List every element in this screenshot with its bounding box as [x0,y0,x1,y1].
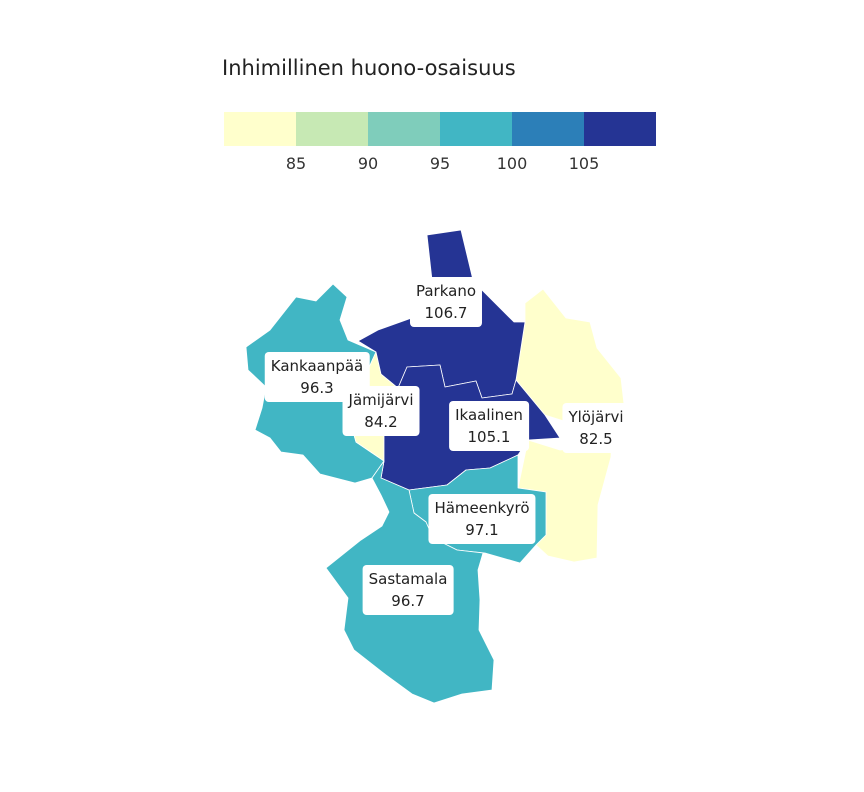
region-value: 84.2 [364,413,398,431]
region-name: Ikaalinen [455,406,523,424]
legend-swatch [512,112,584,146]
region-name: Sastamala [368,570,448,588]
region-parkano-north[interactable] [426,229,474,281]
region-value: 82.5 [579,430,613,448]
region-name: Ylöjärvi [568,408,624,426]
legend-swatch [368,112,440,146]
region-value: 96.7 [391,592,425,610]
legend-tick-label: 90 [357,154,379,173]
region-label: Jämijärvi 84.2 [342,386,420,436]
region-value: 106.7 [424,304,468,322]
legend-tick-label: 95 [429,154,451,173]
region-name: Hämeenkyrö [434,499,530,517]
region-label: Ikaalinen 105.1 [449,401,529,451]
legend-tick-label: 105 [568,154,600,173]
region-value: 105.1 [467,428,511,446]
region-value: 96.3 [300,379,334,397]
legend-swatch [440,112,512,146]
region-name: Jämijärvi [348,391,414,409]
legend-color-bar [224,112,656,146]
region-name: Kankaanpää [270,357,364,375]
legend-tick-label: 100 [496,154,528,173]
region-value: 97.1 [465,521,499,539]
legend-title: Inhimillinen huono-osaisuus [222,56,516,80]
legend-tick-label: 85 [285,154,307,173]
legend-swatch [224,112,296,146]
region-label: Sastamala 96.7 [362,565,454,615]
region-label: Parkano 106.7 [409,277,483,327]
legend-swatch [584,112,656,146]
legend-swatch [296,112,368,146]
region-name: Parkano [415,282,477,300]
region-label: Hämeenkyrö 97.1 [428,494,536,544]
region-label: Ylöjärvi 82.5 [562,403,630,453]
